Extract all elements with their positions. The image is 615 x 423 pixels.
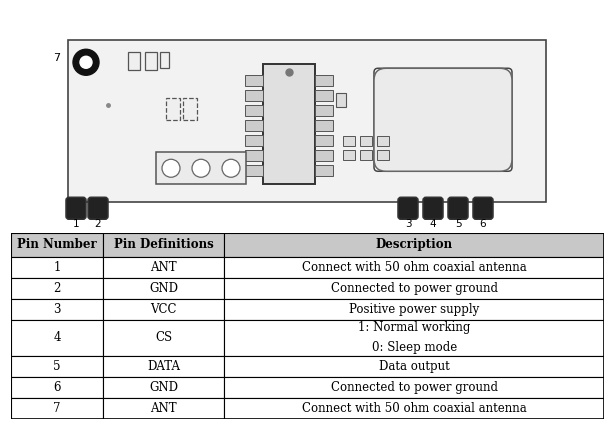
Bar — [103, 299, 224, 320]
Bar — [263, 64, 315, 184]
Bar — [103, 233, 224, 257]
FancyBboxPatch shape — [374, 68, 512, 171]
Bar — [245, 135, 263, 146]
Text: Description: Description — [376, 238, 453, 251]
Text: GND: GND — [149, 381, 178, 394]
Text: VCC: VCC — [151, 303, 177, 316]
Text: DATA: DATA — [147, 360, 180, 373]
Text: 4: 4 — [430, 219, 436, 229]
Text: 1: 1 — [73, 219, 79, 229]
Circle shape — [222, 159, 240, 177]
Text: 7: 7 — [54, 402, 61, 415]
Bar — [166, 98, 180, 120]
Bar — [245, 165, 263, 176]
FancyBboxPatch shape — [88, 197, 108, 219]
Bar — [224, 278, 604, 299]
Text: Connected to power ground: Connected to power ground — [331, 381, 498, 394]
Bar — [360, 136, 372, 146]
Bar — [128, 52, 140, 70]
Bar — [224, 320, 604, 356]
Text: 3: 3 — [405, 219, 411, 229]
Text: 0: Sleep mode: 0: Sleep mode — [371, 341, 457, 354]
Bar — [68, 40, 546, 202]
Text: 7: 7 — [53, 53, 60, 63]
Text: 2: 2 — [95, 219, 101, 229]
Text: Connect with 50 ohm coaxial antenna: Connect with 50 ohm coaxial antenna — [302, 402, 526, 415]
Bar — [377, 136, 389, 146]
Bar — [343, 150, 355, 160]
Bar — [245, 120, 263, 131]
Text: 1: 1 — [54, 261, 61, 274]
Bar — [245, 90, 263, 101]
Bar — [103, 377, 224, 398]
Text: 3: 3 — [54, 303, 61, 316]
Text: Positive power supply: Positive power supply — [349, 303, 479, 316]
Text: Connected to power ground: Connected to power ground — [331, 282, 498, 295]
Bar — [336, 93, 346, 107]
Text: Pin Definitions: Pin Definitions — [114, 238, 213, 251]
Bar — [360, 150, 372, 160]
Bar — [103, 320, 224, 356]
FancyBboxPatch shape — [66, 197, 86, 219]
Bar — [156, 152, 246, 184]
Bar — [160, 52, 169, 68]
Text: 5: 5 — [54, 360, 61, 373]
Bar — [315, 150, 333, 161]
Bar — [315, 75, 333, 86]
Bar — [145, 52, 157, 70]
Bar — [103, 278, 224, 299]
Bar — [11, 257, 103, 278]
FancyBboxPatch shape — [473, 197, 493, 219]
Bar — [315, 105, 333, 116]
Bar — [103, 398, 224, 419]
Bar — [224, 377, 604, 398]
Text: Data output: Data output — [379, 360, 450, 373]
Circle shape — [73, 49, 99, 75]
FancyBboxPatch shape — [374, 68, 512, 171]
Text: ANT: ANT — [151, 402, 177, 415]
Bar — [103, 257, 224, 278]
Bar — [11, 278, 103, 299]
Bar — [224, 257, 604, 278]
FancyBboxPatch shape — [423, 197, 443, 219]
Bar — [103, 356, 224, 377]
Circle shape — [162, 159, 180, 177]
Bar — [245, 105, 263, 116]
Bar — [224, 299, 604, 320]
Text: CS: CS — [155, 331, 172, 344]
Bar — [224, 233, 604, 257]
Text: 1: Normal working: 1: Normal working — [358, 321, 470, 334]
Bar — [11, 299, 103, 320]
Text: GND: GND — [149, 282, 178, 295]
Text: 6: 6 — [480, 219, 486, 229]
Text: Connect with 50 ohm coaxial antenna: Connect with 50 ohm coaxial antenna — [302, 261, 526, 274]
Bar — [315, 120, 333, 131]
Text: 2: 2 — [54, 282, 61, 295]
Text: 4: 4 — [54, 331, 61, 344]
Text: Pin Number: Pin Number — [17, 238, 97, 251]
Bar — [377, 150, 389, 160]
Bar — [11, 320, 103, 356]
Bar — [11, 356, 103, 377]
Circle shape — [192, 159, 210, 177]
Bar — [315, 135, 333, 146]
Circle shape — [80, 56, 92, 68]
FancyBboxPatch shape — [448, 197, 468, 219]
Bar — [11, 233, 103, 257]
Bar — [315, 90, 333, 101]
FancyBboxPatch shape — [398, 197, 418, 219]
Bar — [224, 398, 604, 419]
Bar — [224, 356, 604, 377]
Bar — [245, 75, 263, 86]
Bar — [245, 150, 263, 161]
Bar — [183, 98, 197, 120]
Text: 5: 5 — [454, 219, 461, 229]
Bar — [315, 165, 333, 176]
Bar — [11, 377, 103, 398]
Text: 6: 6 — [54, 381, 61, 394]
Bar — [343, 136, 355, 146]
Text: ANT: ANT — [151, 261, 177, 274]
Bar — [11, 398, 103, 419]
